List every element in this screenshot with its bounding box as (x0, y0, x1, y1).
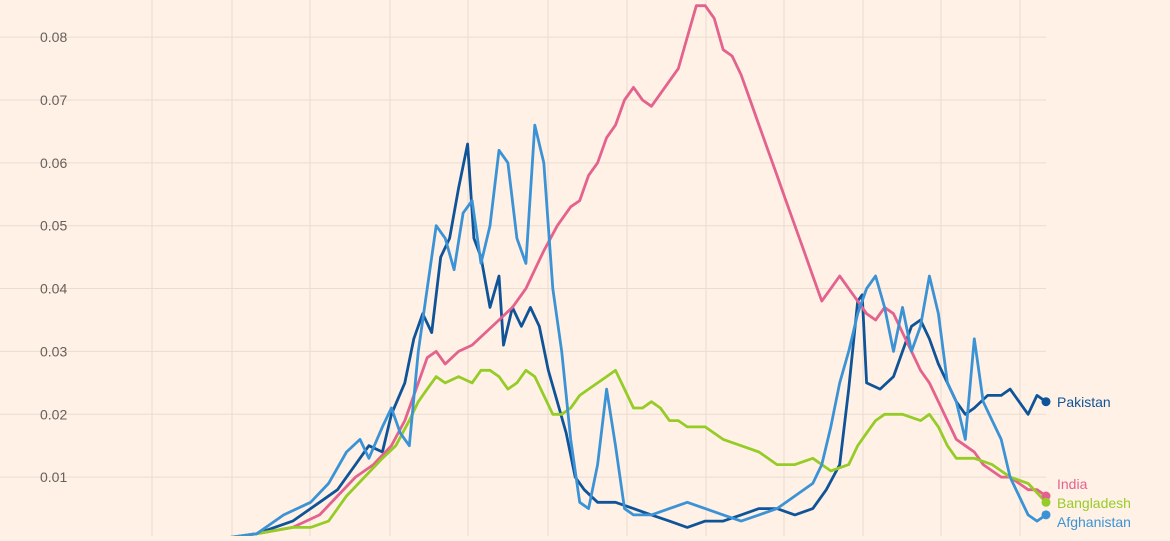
series-line-bangladesh (210, 368, 1048, 541)
series-label: Bangladesh (1057, 495, 1131, 511)
series-label: Afghanistan (1057, 514, 1131, 530)
y-tick-label: 0.05 (40, 218, 67, 234)
series-line-india (210, 4, 1048, 541)
series-end-marker (1041, 510, 1051, 520)
y-tick-label: 0.07 (40, 92, 67, 108)
series-labels: Pakistan India Bangladesh Afghanistan (1041, 394, 1131, 530)
y-tick-label: 0.03 (40, 343, 67, 359)
y-tick-label: 0.04 (40, 281, 67, 297)
series-end-marker (1041, 491, 1051, 501)
series-label: Pakistan (1057, 394, 1111, 410)
series-line-afghanistan (210, 123, 1048, 541)
y-tick-label: 0.08 (40, 29, 67, 45)
series-label: India (1057, 476, 1088, 492)
y-tick-label: 0.06 (40, 155, 67, 171)
series-lines (210, 4, 1048, 541)
y-tick-label: 0.02 (40, 406, 67, 422)
series-end-marker (1041, 497, 1051, 507)
gridlines (0, 0, 1046, 536)
y-axis-ticks: 0.08 0.07 0.06 0.05 0.04 0.03 0.02 0.01 (40, 29, 67, 485)
series-end-marker (1041, 397, 1051, 407)
y-tick-label: 0.01 (40, 469, 67, 485)
